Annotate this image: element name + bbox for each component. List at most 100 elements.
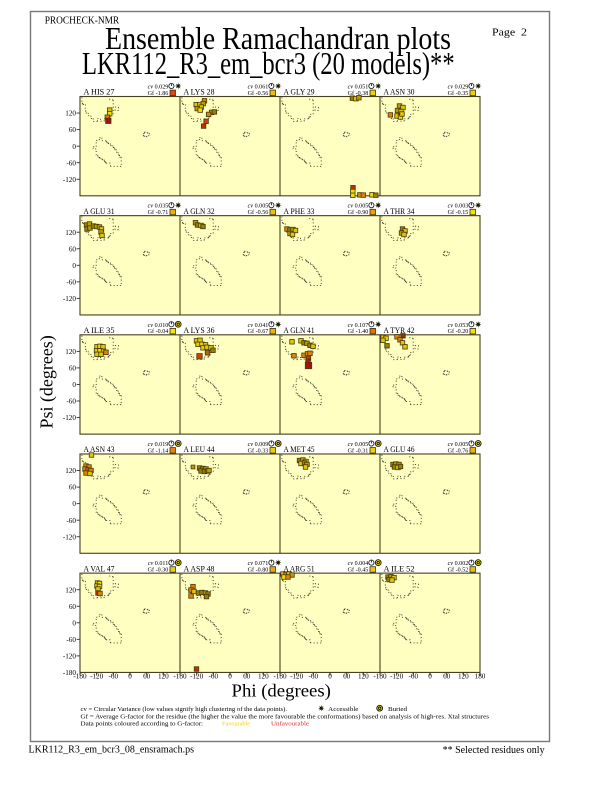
svg-text:-120: -120 (90, 673, 104, 681)
svg-text:120: 120 (65, 586, 76, 594)
svg-text:Accessible: Accessible (328, 706, 358, 713)
svg-text:cv 0.005: cv 0.005 (448, 442, 469, 448)
svg-text:Gf -1.40: Gf -1.40 (348, 328, 369, 335)
svg-text:Gf -0.80: Gf -0.80 (248, 567, 269, 574)
svg-text:60: 60 (69, 603, 77, 611)
svg-text:cv 0.009: cv 0.009 (248, 442, 269, 448)
svg-text:Gf -0.33: Gf -0.33 (248, 447, 269, 454)
svg-text:-60: -60 (109, 673, 119, 681)
svg-text:60: 60 (69, 484, 77, 492)
svg-text:-120: -120 (63, 414, 77, 422)
svg-text:A LEU 44: A LEU 44 (184, 444, 216, 454)
svg-text:Gf -0.20: Gf -0.20 (448, 328, 469, 335)
svg-text:0: 0 (72, 262, 76, 270)
svg-text:cv 0.053: cv 0.053 (448, 323, 469, 329)
svg-text:A GLN 41: A GLN 41 (284, 325, 315, 335)
svg-text:A GLY 29: A GLY 29 (284, 87, 316, 97)
svg-text:0: 0 (72, 381, 76, 389)
svg-text:0: 0 (72, 619, 76, 627)
svg-text:-60: -60 (66, 278, 76, 286)
svg-text:Psi (degrees): Psi (degrees) (37, 335, 57, 428)
svg-text:-120: -120 (390, 673, 404, 681)
svg-text:Gf -0.90: Gf -0.90 (348, 209, 369, 216)
svg-text:-60: -60 (66, 517, 76, 525)
svg-text:cv 0.051: cv 0.051 (348, 85, 369, 91)
svg-text:0: 0 (72, 500, 76, 508)
svg-text:Gf -0.15: Gf -0.15 (448, 209, 469, 216)
svg-text:Gf -0.67: Gf -0.67 (248, 328, 269, 335)
svg-text:cv 0.005: cv 0.005 (348, 204, 369, 210)
svg-text:-60: -60 (209, 673, 219, 681)
svg-text:cv 0.035: cv 0.035 (148, 204, 169, 210)
svg-text:A ASN 30: A ASN 30 (384, 87, 416, 97)
svg-text:Gf -0.56: Gf -0.56 (248, 209, 269, 216)
svg-text:-120: -120 (63, 533, 77, 541)
svg-text:Gf -0.76: Gf -0.76 (448, 447, 469, 454)
svg-text:-60: -60 (409, 673, 419, 681)
svg-text:120: 120 (258, 673, 269, 681)
svg-text:0: 0 (228, 673, 232, 681)
svg-text:Ensemble Ramachandran plots: Ensemble Ramachandran plots (105, 20, 451, 56)
svg-text:A ASP 48: A ASP 48 (184, 563, 216, 573)
svg-text:cv 0.003: cv 0.003 (448, 204, 469, 210)
svg-text:-120: -120 (190, 673, 204, 681)
svg-text:-120: -120 (63, 176, 77, 184)
svg-text:-180: -180 (63, 669, 77, 677)
svg-text:180: 180 (475, 673, 486, 681)
svg-text:LKR112_R3_em_bcr3_08_ensramach: LKR112_R3_em_bcr3_08_ensramach.ps (29, 745, 195, 756)
svg-text:cv 0.019: cv 0.019 (148, 442, 169, 448)
svg-text:Gf -0.45: Gf -0.45 (348, 567, 369, 574)
svg-text:-60: -60 (309, 673, 319, 681)
svg-text:Gf -0.30: Gf -0.30 (148, 567, 169, 574)
svg-text:-120: -120 (63, 652, 77, 660)
svg-text:cv 0.002: cv 0.002 (448, 561, 469, 567)
svg-text:A TYR 42: A TYR 42 (384, 325, 415, 335)
svg-text:Gf -0.56: Gf -0.56 (248, 90, 269, 97)
svg-text:120: 120 (65, 110, 76, 118)
svg-text:120: 120 (458, 673, 469, 681)
svg-text:120: 120 (158, 673, 169, 681)
svg-text:A LYS 28: A LYS 28 (184, 87, 216, 97)
svg-text:Gf -1.86: Gf -1.86 (148, 90, 169, 97)
svg-text:A ASN 43: A ASN 43 (84, 444, 116, 454)
svg-text:cv 0.011: cv 0.011 (148, 561, 168, 567)
svg-text:A LYS 36: A LYS 36 (184, 325, 216, 335)
svg-text:Unfavourable: Unfavourable (271, 721, 309, 728)
svg-text:60: 60 (69, 245, 77, 253)
svg-text:60: 60 (243, 673, 251, 681)
svg-text:-180: -180 (173, 673, 187, 681)
svg-text:A GLU 46: A GLU 46 (384, 444, 415, 454)
svg-text:A THR 34: A THR 34 (384, 206, 416, 216)
svg-text:-180: -180 (373, 673, 387, 681)
svg-text:PROCHECK-NMR: PROCHECK-NMR (45, 16, 120, 27)
svg-text:A GLU 31: A GLU 31 (84, 206, 115, 216)
svg-text:-60: -60 (66, 159, 76, 167)
svg-text:60: 60 (343, 673, 351, 681)
svg-text:** Selected residues only: ** Selected residues only (443, 745, 545, 756)
svg-text:Favourable: Favourable (222, 721, 250, 728)
svg-text:Gf = Average G-factor for the: Gf = Average G-factor for the residue (t… (81, 713, 490, 720)
svg-text:A HIS 27: A HIS 27 (84, 87, 116, 97)
svg-text:A ILE 35: A ILE 35 (84, 325, 116, 335)
svg-text:cv 0.061: cv 0.061 (248, 85, 269, 91)
svg-text:Gf -0.04: Gf -0.04 (148, 328, 169, 335)
svg-text:A GLN 32: A GLN 32 (184, 206, 215, 216)
svg-text:Gf -0.71: Gf -0.71 (148, 209, 169, 216)
svg-text:-120: -120 (63, 295, 77, 303)
svg-text:-180: -180 (73, 673, 87, 681)
svg-text:120: 120 (358, 673, 369, 681)
svg-text:60: 60 (443, 673, 451, 681)
svg-text:120: 120 (65, 467, 76, 475)
svg-text:A ARG 51: A ARG 51 (284, 563, 315, 573)
svg-text:Page 2: Page 2 (492, 27, 527, 39)
svg-text:cv 0.041: cv 0.041 (248, 323, 269, 329)
svg-text:Phi (degrees): Phi (degrees) (232, 681, 331, 701)
svg-text:cv 0.004: cv 0.004 (348, 561, 369, 567)
svg-text:cv 0.005: cv 0.005 (348, 442, 369, 448)
svg-text:A MET 45: A MET 45 (284, 444, 315, 454)
svg-text:120: 120 (65, 348, 76, 356)
svg-text:-60: -60 (66, 398, 76, 406)
svg-text:-60: -60 (66, 636, 76, 644)
svg-text:120: 120 (65, 229, 76, 237)
svg-text:A ILE 52: A ILE 52 (384, 563, 415, 573)
